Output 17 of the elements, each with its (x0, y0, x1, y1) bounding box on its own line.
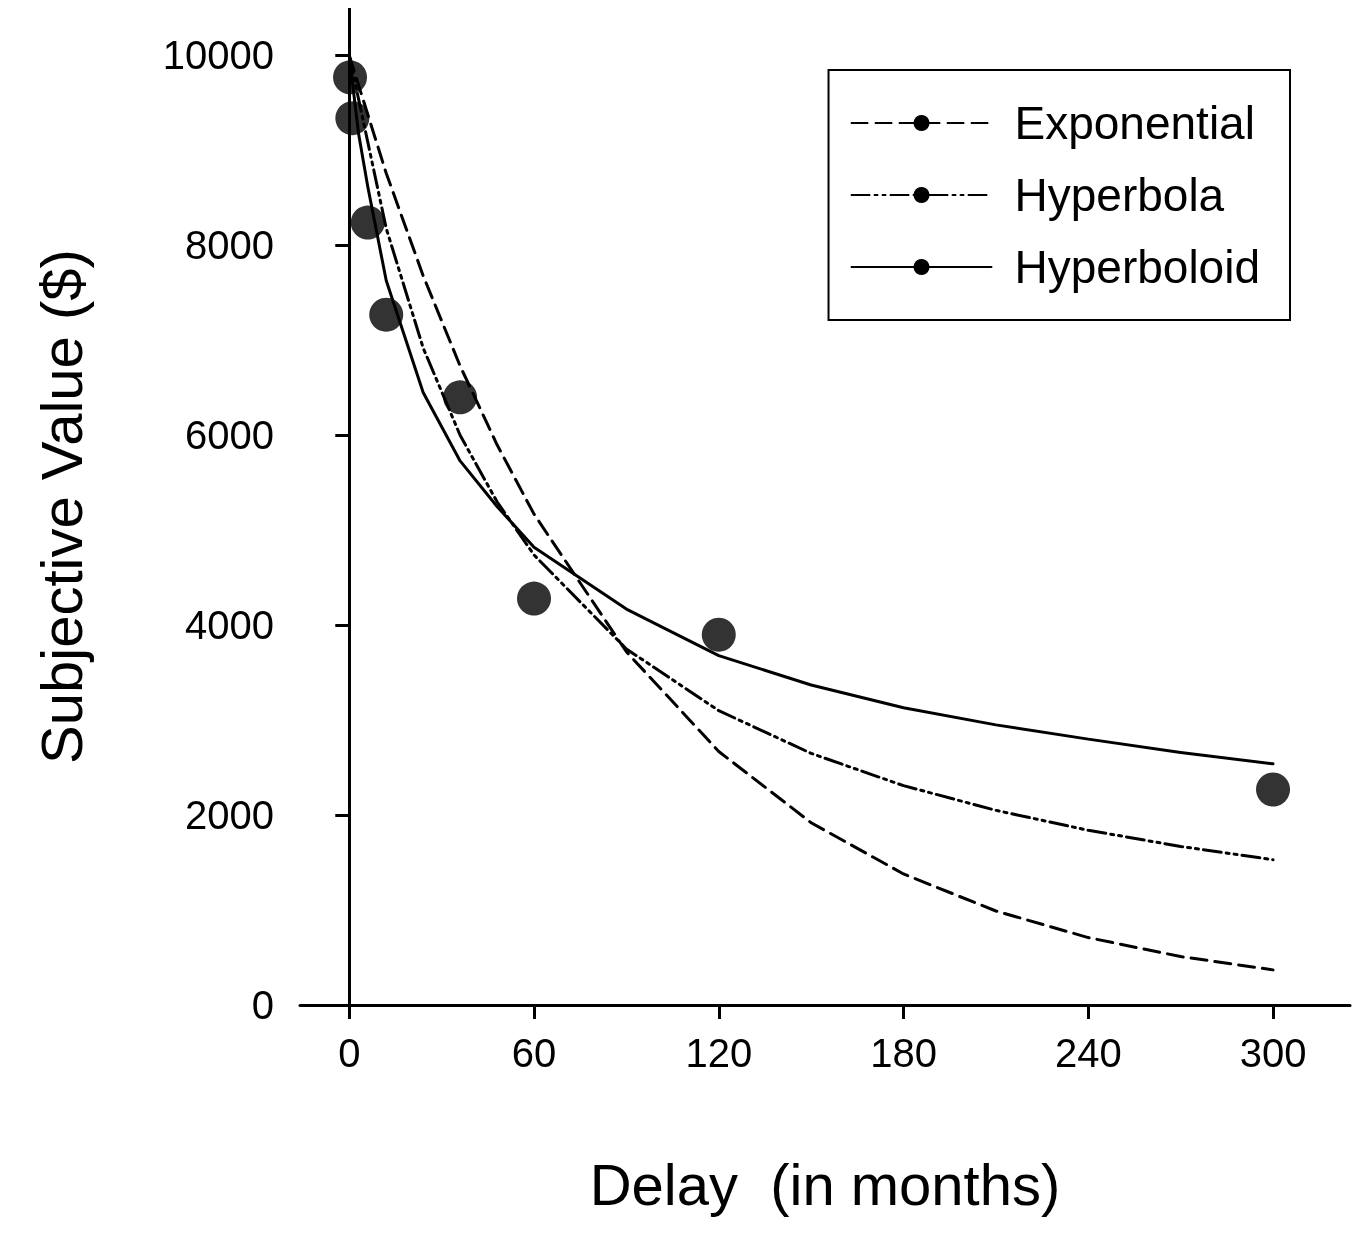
y-tick-label: 6000 (185, 413, 274, 458)
x-tick-label: 0 (338, 1031, 361, 1075)
x-tick-label: 300 (1239, 1031, 1307, 1075)
x-tick-label: 240 (1054, 1031, 1122, 1075)
legend-label: Hyperbola (1014, 169, 1225, 221)
y-axis-title: Subjective Value ($) (28, 249, 94, 764)
y-tick-label: 4000 (185, 603, 274, 648)
legend-label: Hyperboloid (1014, 241, 1261, 293)
x-tick-label: 60 (511, 1031, 557, 1075)
y-tick-label: 10000 (162, 33, 274, 78)
y-tick-label: 8000 (185, 223, 274, 268)
y-tick-label: 2000 (185, 793, 274, 838)
legend-label: Exponential (1014, 97, 1255, 149)
x-tick-label: 120 (685, 1031, 753, 1075)
x-tick-label: 180 (870, 1031, 937, 1075)
y-tick-label: 0 (251, 983, 274, 1027)
x-axis-title: Delay (in months) (589, 1151, 1061, 1217)
